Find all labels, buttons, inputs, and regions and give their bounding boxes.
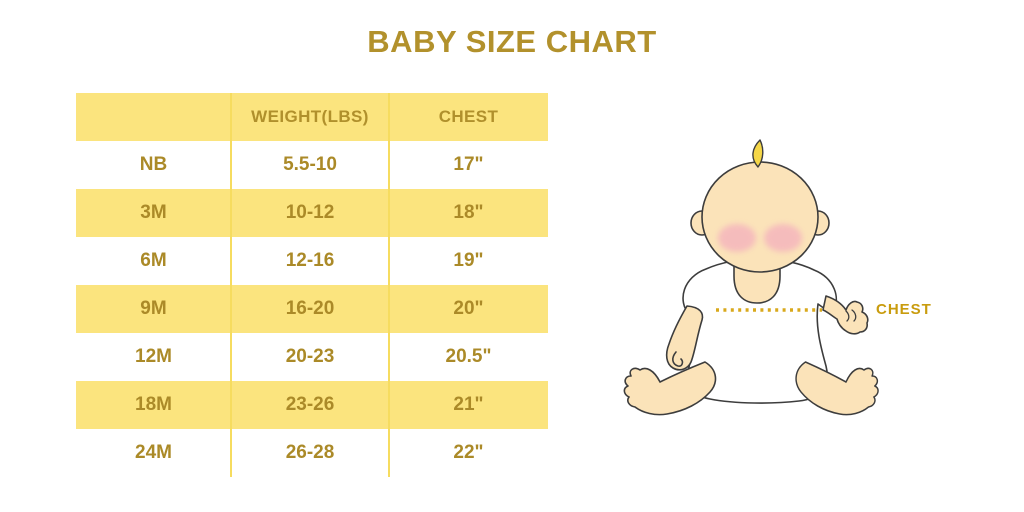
cell-size: 18M <box>135 394 172 415</box>
cell-size: 6M <box>140 250 167 271</box>
cell-weight: 5.5-10 <box>283 154 337 175</box>
cell-chest: 20.5" <box>445 346 492 367</box>
table-row: NB 5.5-10 17" <box>76 141 548 189</box>
baby-right-leg <box>795 361 879 416</box>
cell-chest: 17" <box>453 154 484 175</box>
table-row: 24M 26-28 22" <box>76 429 548 477</box>
column-divider <box>388 93 390 477</box>
page-title: BABY SIZE CHART <box>367 24 657 59</box>
table-row: 6M 12-16 19" <box>76 237 548 285</box>
table-body: NB 5.5-10 17" 3M 10-12 18" 6M 12-16 19" … <box>76 141 548 477</box>
cell-chest: 20" <box>453 298 484 319</box>
table-row: 9M 16-20 20" <box>76 285 548 333</box>
baby-left-cheek <box>718 224 756 252</box>
cell-weight: 26-28 <box>285 442 335 463</box>
cell-size: 24M <box>135 442 172 463</box>
cell-size: NB <box>139 154 168 175</box>
cell-chest: 21" <box>453 394 484 415</box>
baby-right-fist-fingers <box>845 309 857 322</box>
cell-size: 12M <box>135 346 172 367</box>
table-row: 18M 23-26 21" <box>76 381 548 429</box>
baby-illustration <box>610 120 900 450</box>
baby-head <box>701 161 819 273</box>
baby-right-arm-fist <box>822 295 869 335</box>
cell-size: 3M <box>140 202 167 223</box>
table-row: 3M 10-12 18" <box>76 189 548 237</box>
table-row: 12M 20-23 20.5" <box>76 333 548 381</box>
table-header-row: WEIGHT(LBS) CHEST <box>76 93 548 141</box>
cell-weight: 23-26 <box>285 394 335 415</box>
column-divider <box>230 93 232 477</box>
size-chart-table: WEIGHT(LBS) CHEST NB 5.5-10 17" 3M 10-12… <box>76 93 548 477</box>
cell-weight: 12-16 <box>285 250 335 271</box>
baby-hair-curl <box>752 139 764 168</box>
cell-weight: 16-20 <box>285 298 335 319</box>
cell-weight: 10-12 <box>285 202 335 223</box>
cell-weight: 20-23 <box>285 346 335 367</box>
baby-right-cheek <box>764 224 802 252</box>
baby-left-leg <box>623 361 717 416</box>
header-cell-weight: WEIGHT(LBS) <box>251 107 369 126</box>
header-cell-chest: CHEST <box>438 107 499 126</box>
baby-left-hand-fingers <box>672 351 684 367</box>
chest-label: CHEST <box>876 301 932 318</box>
cell-chest: 22" <box>453 442 484 463</box>
cell-size: 9M <box>140 298 167 319</box>
cell-chest: 18" <box>453 202 484 223</box>
cell-chest: 19" <box>453 250 484 271</box>
